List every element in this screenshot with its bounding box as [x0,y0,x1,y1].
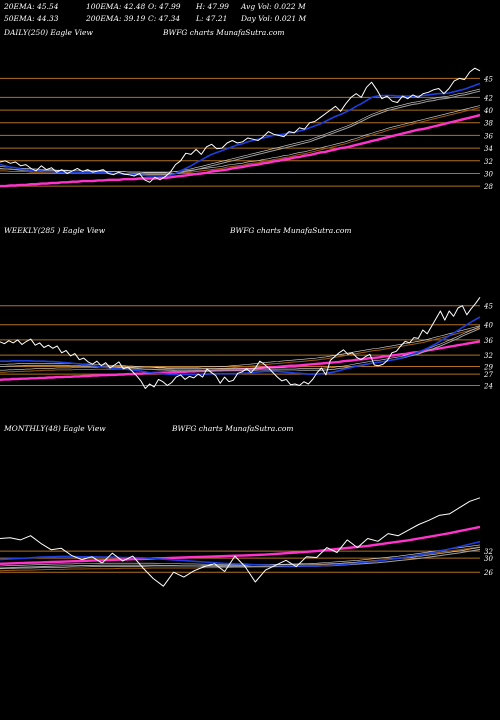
level-label: 38 [484,120,493,128]
ema50-line-band [0,88,481,173]
level-label: 26 [483,569,493,577]
monthly-panel-label: MONTHLY(48) Eagle View [3,424,106,433]
daily-panel-label: DAILY(250) Eagle View [3,28,93,37]
weekly-panel-label: WEEKLY(285 ) Eagle View [4,226,106,235]
level-label: 40 [483,107,493,115]
stat-ema200: 200EMA: 39.19 [85,14,145,23]
level-label: 40 [483,322,493,330]
daily-chart-panel: 45 42 40 38 36 34 32 30 28 [0,67,493,191]
stat-ema100: 100EMA: 42.48 [86,2,145,11]
ema20-line [0,540,481,567]
level-label: 24 [483,383,493,391]
level-label: 28 [483,183,493,191]
level-label: 30 [484,170,493,178]
stat-avg-vol: Avg Vol: 0.022 M [240,2,306,11]
price-line [0,67,481,183]
ema20-line [0,316,481,376]
stat-day-vol: Day Vol: 0.021 M [240,14,307,23]
price-line [0,297,481,389]
stat-close: C: 47.34 [148,14,180,23]
stat-open: O: 47.99 [148,2,181,11]
level-label: 30 [484,555,493,563]
level-label: 32 [484,548,493,556]
ema50-line [0,548,481,569]
level-label: 42 [483,94,493,102]
ema200-line [0,525,481,565]
level-label: 32 [484,158,493,166]
monthly-panel-caption: BWFG charts MunafaSutra.com [171,424,293,433]
stat-low: L: 47.21 [195,14,227,23]
stat-ema20: 20EMA: 45.54 [3,2,59,11]
ema200-line [0,113,481,188]
level-label: 29 [483,364,493,372]
level-label: 45 [483,75,493,83]
weekly-panel-caption: BWFG charts MunafaSutra.com [229,226,351,235]
level-label: 45 [483,303,493,311]
ema20-line [0,82,481,177]
ema200-line [0,340,481,381]
ema100-line-band [0,325,481,371]
stat-ema50: 50EMA: 44.33 [4,14,59,23]
level-label: 36 [484,337,493,345]
price-line [0,497,481,587]
header-stats: 20EMA: 45.54 100EMA: 42.48 O: 47.99 H: 4… [3,2,307,23]
ema100-line-band [0,544,481,570]
level-label: 27 [483,371,493,379]
level-label: 36 [484,132,493,140]
stat-high: H: 47.99 [195,2,229,11]
level-label: 34 [484,145,493,153]
daily-panel-caption: BWFG charts MunafaSutra.com [162,28,284,37]
level-label: 32 [484,352,493,360]
